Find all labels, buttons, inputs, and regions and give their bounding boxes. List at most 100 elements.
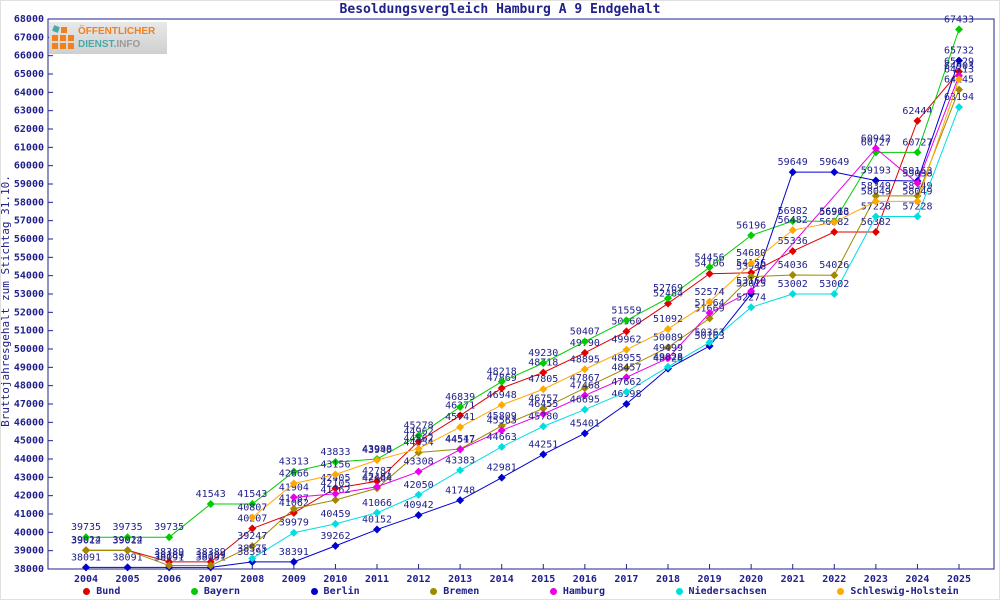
x-tick-label: 2020 (739, 574, 763, 585)
oeffentlicher-dienst-logo: ÖFFENTLICHER DIENST.INFO (49, 22, 167, 54)
y-tick-label: 54000 (14, 271, 44, 282)
data-point (414, 467, 423, 476)
data-label: 44547 (445, 434, 475, 445)
y-tick-label: 46000 (14, 417, 44, 428)
data-label: 45741 (445, 412, 475, 423)
data-label: 45401 (570, 418, 600, 429)
logo-line1: ÖFFENTLICHER (78, 25, 156, 37)
y-tick-label: 65000 (14, 69, 44, 80)
data-point (622, 364, 631, 373)
y-tick-label: 52000 (14, 307, 44, 318)
data-point (414, 490, 423, 499)
data-label: 43998 (362, 444, 392, 455)
data-label: 47468 (570, 380, 600, 391)
data-point (622, 387, 631, 396)
data-label: 42484 (362, 472, 392, 483)
data-label: 50407 (570, 327, 600, 338)
data-point (830, 271, 839, 280)
data-label: 47805 (528, 374, 558, 385)
data-label: 38091 (71, 552, 101, 563)
data-label: 42981 (487, 463, 517, 474)
data-point (580, 348, 589, 357)
legend-item-bayern: Bayern (190, 586, 240, 597)
y-tick-label: 66000 (14, 51, 44, 62)
data-point (747, 287, 756, 296)
data-label: 38389 (154, 547, 184, 558)
x-tick-label: 2012 (407, 574, 431, 585)
data-point (955, 85, 963, 94)
data-label: 44517 (445, 435, 475, 446)
data-point (82, 546, 90, 555)
data-point (289, 493, 298, 502)
legend-label: Hamburg (562, 586, 606, 597)
data-point (539, 385, 548, 394)
y-tick-label: 56000 (14, 234, 44, 245)
data-label: 52769 (653, 283, 683, 294)
data-point (913, 116, 922, 125)
data-label: 40942 (404, 500, 434, 511)
data-point (913, 148, 922, 157)
data-point (580, 337, 589, 346)
data-label: 48895 (570, 354, 600, 365)
data-label: 39735 (113, 522, 143, 533)
x-tick-label: 2009 (282, 574, 306, 585)
data-point (373, 525, 381, 534)
legend-item-niedersachsen: Niedersachsen (675, 586, 767, 597)
data-point (580, 405, 589, 414)
y-tick-label: 39000 (14, 546, 44, 557)
data-point (830, 227, 839, 236)
data-label: 48218 (487, 367, 517, 378)
data-point (456, 466, 465, 475)
x-tick-label: 2023 (864, 574, 888, 585)
legend-marker-icon (549, 588, 557, 595)
data-point (248, 554, 257, 563)
data-point (497, 384, 506, 393)
x-tick-label: 2007 (199, 574, 223, 585)
data-label: 41543 (237, 489, 267, 500)
data-label: 53160 (736, 276, 766, 287)
data-label: 46839 (445, 392, 475, 403)
logo-text: ÖFFENTLICHER DIENST.INFO (78, 25, 156, 50)
series-line (293, 75, 960, 498)
legend-marker-icon (83, 588, 91, 595)
data-point (331, 458, 340, 467)
y-tick-label: 42000 (14, 491, 44, 502)
data-point (955, 56, 963, 65)
data-point (955, 103, 963, 112)
data-point (747, 231, 756, 240)
data-label: 60727 (902, 137, 932, 148)
legend-marker-icon (675, 588, 683, 595)
data-label: 38189 (154, 551, 184, 562)
data-point (331, 470, 340, 479)
data-label: 56382 (861, 217, 891, 228)
data-label: 44663 (487, 432, 517, 443)
y-tick-label: 64000 (14, 87, 44, 98)
data-point (539, 450, 548, 459)
data-point (788, 216, 797, 225)
data-point (664, 354, 672, 363)
data-point (871, 227, 880, 236)
data-label: 38091 (154, 552, 184, 563)
data-label: 48955 (611, 353, 641, 364)
data-point (497, 426, 506, 435)
series-line (86, 71, 960, 563)
data-label: 42787 (362, 466, 392, 477)
data-point (747, 303, 756, 312)
data-point (331, 484, 340, 493)
data-label: 45563 (487, 415, 517, 426)
data-point (456, 411, 465, 420)
y-tick-label: 61000 (14, 142, 44, 153)
data-point (248, 513, 257, 522)
data-label: 56963 (819, 206, 849, 217)
data-label: 41062 (279, 498, 309, 509)
chart-title: Besoldungsvergleich Hamburg A 9 Endgehal… (339, 2, 661, 17)
data-label: 57228 (902, 201, 932, 212)
series-hamburg: 41904 42105 42484 43308 44517 45563 46455 47468… (279, 61, 974, 502)
data-point (871, 212, 880, 221)
data-label: 57228 (861, 201, 891, 212)
data-label: 43383 (445, 455, 475, 466)
legend-item-berlin: Berlin (310, 586, 360, 597)
data-label: 52274 (736, 292, 766, 303)
series-line (86, 29, 960, 538)
data-point (830, 168, 839, 177)
